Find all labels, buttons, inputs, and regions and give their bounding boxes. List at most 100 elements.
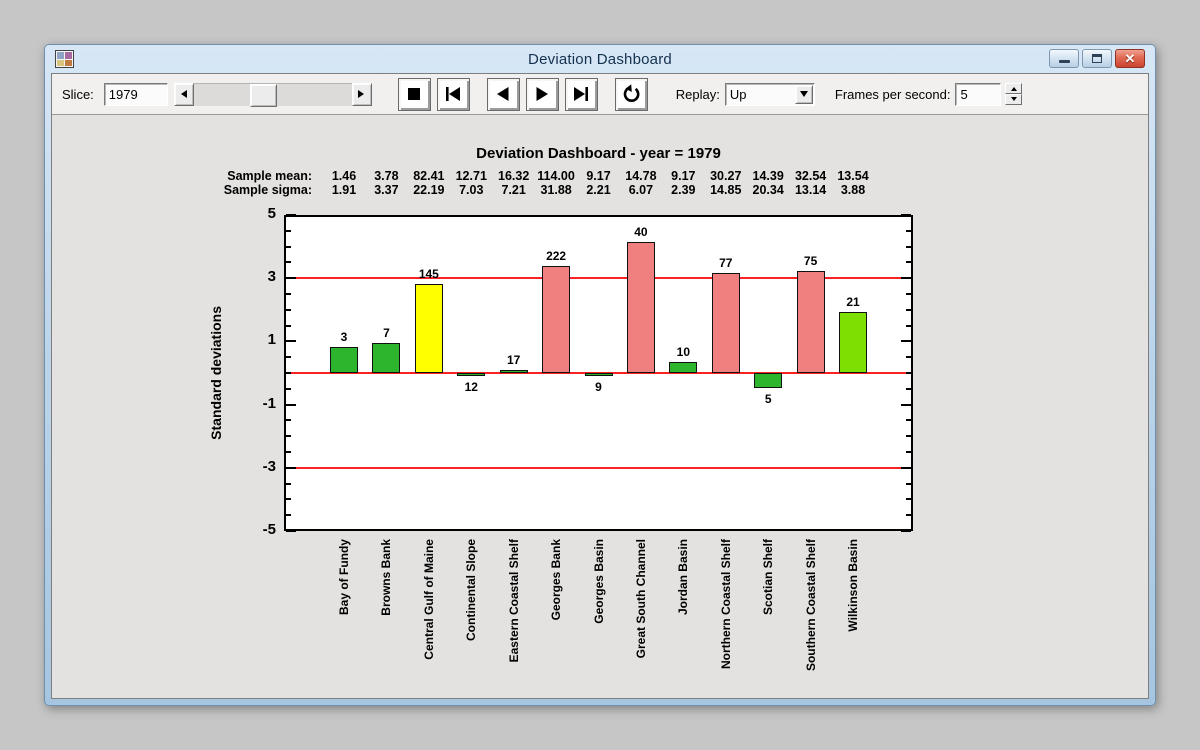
y-tick-right — [906, 293, 911, 295]
bar — [669, 361, 698, 373]
y-tick-label: 3 — [267, 268, 276, 286]
bar — [711, 273, 740, 373]
sample-sigma-value: 2.39 — [671, 183, 696, 197]
y-tick-right — [901, 530, 911, 532]
replay-dropdown-value: Up — [729, 86, 747, 102]
minimize-icon — [1058, 60, 1070, 63]
sample-sigma-label: Sample sigma: — [223, 183, 312, 197]
bar-value-label: 12 — [464, 380, 478, 395]
chart-panel: Deviation Dashboard - year = 1979 Sample… — [52, 115, 1148, 698]
fps-decrement-button[interactable] — [1005, 94, 1023, 105]
step-back-button[interactable] — [486, 77, 520, 111]
close-button[interactable]: ✕ — [1115, 49, 1145, 68]
sample-mean-value: 14.39 — [752, 169, 784, 183]
y-tick-label: 5 — [267, 205, 276, 222]
y-tick-right — [906, 308, 911, 311]
sample-mean-value: 9.17 — [586, 169, 611, 183]
dropdown-arrow-button[interactable] — [794, 84, 813, 104]
bar — [372, 342, 401, 373]
skip-to-start-icon — [446, 87, 461, 101]
x-category-label: Bay of Fundy — [337, 539, 351, 616]
y-tick-left — [286, 451, 291, 453]
titlebar[interactable]: Deviation Dashboard ✕ — [51, 45, 1149, 73]
sample-mean-value: 82.41 — [413, 169, 445, 183]
stop-button[interactable] — [397, 77, 431, 111]
y-tick-label: -3 — [262, 457, 276, 475]
y-tick-right — [906, 356, 911, 359]
replay-dropdown[interactable]: Up — [724, 82, 815, 106]
reference-line — [286, 466, 911, 469]
y-tick-left — [286, 435, 291, 438]
bar-value-label: 40 — [634, 224, 648, 239]
bar-value-label: 145 — [418, 266, 439, 281]
slice-label: Slice: — [62, 86, 94, 102]
sample-mean-value: 16.32 — [498, 169, 530, 183]
sample-mean-label: Sample mean: — [227, 169, 312, 183]
replay-button[interactable] — [614, 77, 648, 111]
y-tick-left — [286, 214, 296, 216]
y-tick-left — [286, 403, 296, 406]
fps-increment-button[interactable] — [1005, 83, 1023, 94]
y-tick-right — [906, 435, 911, 438]
sample-sigma-value: 3.88 — [840, 183, 866, 197]
reference-line — [286, 277, 911, 280]
window-title: Deviation Dashboard — [528, 50, 672, 68]
play-back-icon — [497, 87, 509, 101]
x-category-label: Georges Bank — [549, 539, 564, 621]
x-category-label: Eastern Coastal Shelf — [506, 539, 521, 663]
y-tick-left — [286, 498, 291, 501]
first-frame-button[interactable] — [436, 77, 470, 111]
bar-value-label: 10 — [676, 344, 690, 359]
x-category-label: Southern Coastal Shelf — [803, 539, 818, 672]
sample-sigma-value: 2.21 — [586, 183, 611, 197]
y-tick-left — [286, 356, 291, 359]
bar-value-label: 5 — [764, 391, 772, 406]
chevron-down-icon — [799, 91, 808, 101]
y-tick-left — [286, 261, 291, 264]
deviation-dashboard-window: Deviation Dashboard ✕ Slice: — [44, 44, 1156, 706]
last-frame-button[interactable] — [564, 77, 598, 111]
sample-sigma-value: 1.91 — [331, 183, 357, 197]
arrow-right-icon — [358, 90, 368, 98]
sample-mean-value: 12.71 — [455, 169, 487, 183]
bar-value-label: 7 — [383, 325, 390, 340]
maximize-icon — [1092, 54, 1102, 63]
app-icon[interactable] — [55, 50, 74, 68]
y-tick-right — [901, 466, 911, 469]
slice-input[interactable] — [103, 82, 168, 106]
maximize-button[interactable] — [1082, 49, 1112, 68]
y-tick-left — [286, 530, 296, 532]
sample-sigma-value: 22.19 — [413, 183, 445, 197]
fps-input[interactable] — [955, 82, 1002, 106]
y-tick-right — [906, 451, 911, 453]
y-tick-right — [901, 403, 911, 406]
sample-mean-value: 114.00 — [537, 169, 575, 183]
bar-value-label: 17 — [506, 353, 521, 368]
y-tick-left — [286, 514, 291, 517]
y-tick-right — [906, 514, 911, 517]
slice-scrollbar-track[interactable] — [193, 82, 352, 107]
sample-sigma-value: 31.88 — [540, 183, 572, 197]
y-tick-right — [901, 214, 911, 216]
spinner-down-icon — [1010, 97, 1017, 104]
y-tick-left — [286, 245, 291, 248]
x-category-label: Great South Channel — [633, 539, 648, 659]
sample-mean-value: 14.78 — [625, 169, 657, 183]
replay-loop-icon — [623, 83, 640, 102]
sample-mean-value: 3.78 — [374, 169, 399, 183]
y-tick-label: 1 — [267, 331, 276, 349]
x-category-label: Jordan Basin — [676, 539, 691, 616]
sample-mean-value: 13.54 — [837, 169, 869, 183]
minimize-button[interactable] — [1049, 49, 1079, 68]
bar-value-label: 222 — [546, 248, 567, 263]
arrow-left-icon — [177, 90, 188, 98]
y-tick-right — [906, 372, 911, 374]
step-forward-button[interactable] — [525, 77, 559, 111]
y-axis-title: Standard deviations — [208, 306, 224, 440]
slice-scroll-right-button[interactable] — [351, 82, 372, 106]
slice-scroll-left-button[interactable] — [173, 82, 194, 106]
bar — [499, 370, 528, 373]
sample-sigma-value: 14.85 — [710, 183, 742, 197]
y-tick-right — [906, 387, 911, 390]
slice-scrollbar-thumb[interactable] — [249, 83, 277, 107]
